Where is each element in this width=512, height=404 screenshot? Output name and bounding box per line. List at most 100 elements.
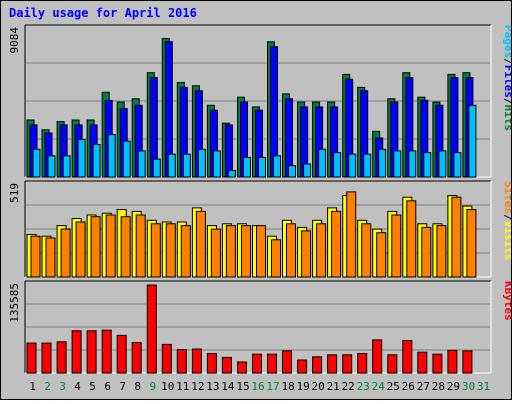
- series-legend: KBytes: [502, 281, 511, 321]
- day-label-3: 3: [59, 380, 66, 393]
- bar-sites-day-22: [346, 191, 357, 278]
- bar-kbytes-day-24: [372, 339, 383, 374]
- day-label-16: 16: [251, 380, 264, 393]
- bar-sites-day-15: [241, 225, 251, 278]
- bar-kbytes-day-23: [357, 353, 368, 374]
- bar-pages-day-12: [197, 148, 206, 178]
- series-kbytes: [26, 284, 473, 374]
- panel-bottom: 135585 KBytes: [8, 280, 512, 374]
- series-legend: Pages/Files/Hits: [502, 25, 511, 131]
- bar-kbytes-day-28: [432, 353, 443, 374]
- day-label-5: 5: [89, 380, 96, 393]
- bar-pages-day-27: [423, 152, 432, 178]
- bar-sites-day-12: [195, 210, 206, 278]
- bar-kbytes-day-5: [86, 330, 97, 374]
- bar-sites-day-1: [30, 235, 41, 278]
- bar-pages-day-14: [227, 170, 236, 178]
- bar-sites-day-6: [105, 214, 116, 278]
- bar-sites-day-3: [60, 228, 71, 278]
- bar-sites-day-8: [135, 214, 146, 278]
- bar-sites-day-16: [256, 225, 266, 278]
- series-files: [29, 41, 474, 178]
- bar-pages-day-13: [212, 150, 221, 178]
- day-label-10: 10: [161, 380, 174, 393]
- bar-pages-day-9: [152, 158, 161, 178]
- legend-entry: KBytes: [502, 281, 511, 321]
- legend-entry: /: [502, 58, 511, 65]
- day-label-29: 29: [447, 380, 460, 393]
- day-label-6: 6: [104, 380, 111, 393]
- day-label-27: 27: [417, 380, 430, 393]
- bar-kbytes-day-15: [237, 361, 247, 374]
- bar-kbytes-day-1: [26, 342, 37, 374]
- bar-kbytes-day-22: [342, 354, 353, 374]
- bar-kbytes-day-30: [462, 350, 473, 374]
- bar-kbytes-day-26: [402, 340, 413, 374]
- bar-pages-day-26: [408, 150, 417, 178]
- bar-kbytes-day-11: [176, 349, 187, 374]
- day-label-18: 18: [281, 380, 294, 393]
- bar-sites-day-28: [436, 225, 447, 278]
- bar-kbytes-day-29: [447, 349, 458, 374]
- bar-pages-day-23: [363, 153, 372, 178]
- bar-sites-day-2: [45, 237, 56, 278]
- bar-pages-day-17: [273, 155, 281, 178]
- day-label-2: 2: [44, 380, 51, 393]
- bar-sites-day-7: [120, 216, 131, 278]
- bar-pages-day-18: [288, 165, 296, 178]
- bar-pages-day-16: [258, 156, 266, 178]
- day-label-8: 8: [134, 380, 141, 393]
- bar-sites-day-20: [316, 223, 327, 278]
- day-label-22: 22: [342, 380, 355, 393]
- bar-sites-day-25: [391, 214, 402, 278]
- panel-middle: 519 Sites/Visits: [8, 180, 512, 278]
- bar-kbytes-day-2: [41, 342, 52, 374]
- legend-entry: Visits: [502, 221, 511, 261]
- bar-kbytes-day-3: [56, 341, 67, 374]
- day-label-7: 7: [119, 380, 126, 393]
- day-label-23: 23: [357, 380, 370, 393]
- legend-entry: Pages: [502, 25, 511, 58]
- day-label-26: 26: [402, 380, 415, 393]
- day-label-4: 4: [74, 380, 81, 393]
- bar-pages-day-28: [438, 150, 447, 178]
- bar-pages-day-11: [182, 153, 191, 178]
- y-max-label: 9084: [8, 27, 21, 54]
- series-legend: Sites/Visits: [502, 181, 511, 261]
- bar-sites-day-24: [376, 232, 387, 278]
- bar-sites-day-13: [210, 228, 221, 278]
- day-label-19: 19: [296, 380, 309, 393]
- legend-entry: /: [502, 98, 511, 105]
- bar-pages-day-21: [333, 152, 342, 178]
- bar-pages-day-8: [137, 150, 146, 178]
- bar-sites-day-10: [165, 223, 176, 278]
- bar-sites-day-5: [90, 216, 101, 278]
- bar-pages-day-20: [318, 148, 327, 178]
- bar-kbytes-day-8: [131, 342, 142, 374]
- day-label-15: 15: [236, 380, 249, 393]
- bar-pages-day-15: [243, 156, 251, 178]
- bar-pages-day-3: [62, 155, 71, 178]
- day-label-1: 1: [29, 380, 36, 393]
- day-label-14: 14: [221, 380, 235, 393]
- legend-entry: Sites: [502, 181, 511, 214]
- day-label-13: 13: [206, 380, 219, 393]
- bar-kbytes-day-13: [206, 353, 217, 374]
- bar-sites-day-4: [75, 221, 86, 278]
- bar-sites-day-9: [150, 223, 161, 278]
- bar-sites-day-29: [451, 196, 462, 278]
- bar-pages-day-7: [122, 140, 131, 178]
- bar-kbytes-day-19: [297, 359, 308, 374]
- bar-pages-day-2: [47, 155, 56, 178]
- bar-kbytes-day-16: [252, 353, 262, 374]
- bar-kbytes-day-6: [101, 329, 112, 374]
- day-label-9: 9: [149, 380, 156, 393]
- day-label-25: 25: [387, 380, 400, 393]
- bar-pages-day-25: [393, 150, 402, 178]
- bar-kbytes-day-25: [387, 354, 398, 374]
- bar-kbytes-day-4: [71, 330, 82, 374]
- series-sites: [30, 191, 477, 278]
- bar-kbytes-day-17: [267, 353, 277, 374]
